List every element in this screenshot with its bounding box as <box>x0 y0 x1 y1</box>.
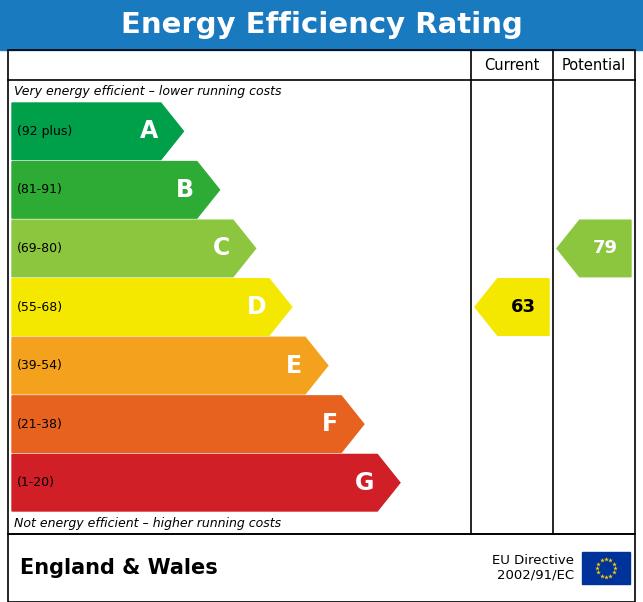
Polygon shape <box>12 455 400 511</box>
Text: F: F <box>322 412 338 436</box>
Bar <box>8 534 635 602</box>
Text: G: G <box>355 471 374 495</box>
Polygon shape <box>475 279 549 335</box>
Text: 79: 79 <box>593 240 618 258</box>
Text: C: C <box>213 237 230 261</box>
Text: E: E <box>286 353 302 377</box>
Bar <box>582 552 630 584</box>
Bar <box>8 50 635 534</box>
Text: (92 plus): (92 plus) <box>17 125 72 138</box>
Text: 2002/91/EC: 2002/91/EC <box>497 568 574 582</box>
Text: EU Directive: EU Directive <box>492 554 574 568</box>
Text: Potential: Potential <box>562 58 626 72</box>
Text: Energy Efficiency Rating: Energy Efficiency Rating <box>121 11 522 39</box>
Text: Very energy efficient – lower running costs: Very energy efficient – lower running co… <box>14 84 282 98</box>
Text: (69-80): (69-80) <box>17 242 63 255</box>
Text: Not energy efficient – higher running costs: Not energy efficient – higher running co… <box>14 517 281 530</box>
Text: (81-91): (81-91) <box>17 184 63 196</box>
Text: (39-54): (39-54) <box>17 359 63 372</box>
Polygon shape <box>12 161 219 218</box>
Text: B: B <box>176 178 194 202</box>
Polygon shape <box>557 220 631 277</box>
Text: (21-38): (21-38) <box>17 418 63 430</box>
Text: A: A <box>140 119 158 143</box>
Text: England & Wales: England & Wales <box>20 558 218 578</box>
Polygon shape <box>12 220 256 277</box>
Text: (55-68): (55-68) <box>17 300 63 314</box>
Text: (1-20): (1-20) <box>17 476 55 489</box>
Text: Current: Current <box>484 58 539 72</box>
Text: D: D <box>246 295 266 319</box>
Polygon shape <box>12 396 364 453</box>
Bar <box>0 0 643 50</box>
Polygon shape <box>12 279 292 335</box>
Polygon shape <box>12 337 328 394</box>
Polygon shape <box>12 103 183 160</box>
Text: 63: 63 <box>511 298 536 316</box>
